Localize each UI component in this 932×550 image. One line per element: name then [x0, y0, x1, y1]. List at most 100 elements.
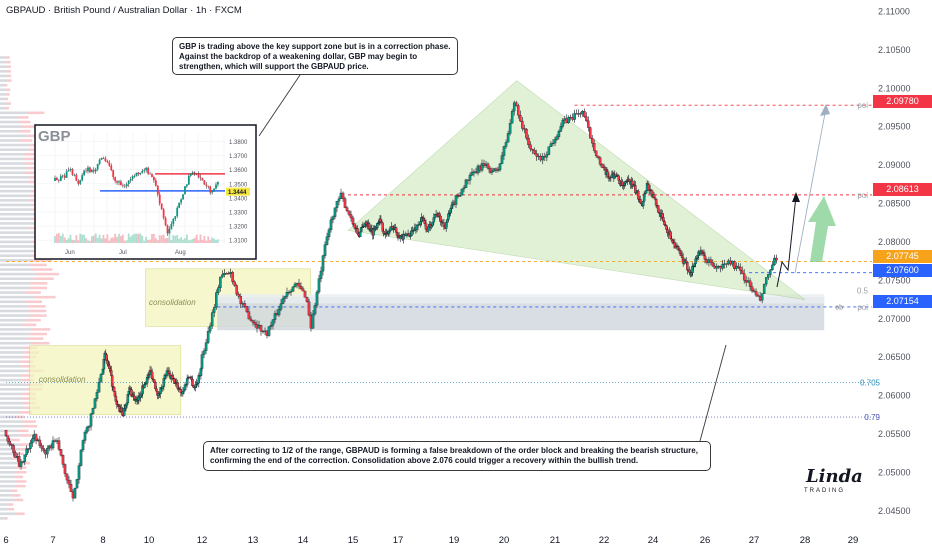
inset-y-tick: 1.3300 — [229, 210, 248, 216]
price-tag-poi-mid: 2.08613 — [873, 183, 932, 196]
volume-profile-bar — [0, 434, 20, 437]
volume-profile-bar — [0, 199, 30, 202]
bullish-arrow — [808, 196, 836, 262]
volume-profile-bar — [5, 56, 10, 59]
logo-sub: TRADING — [804, 488, 845, 494]
inset-candle-body — [162, 209, 165, 218]
volume-profile-bar — [29, 263, 47, 267]
volume-profile-bar — [14, 475, 24, 479]
volume-profile-bar — [28, 305, 46, 308]
candle-body — [423, 220, 427, 224]
volume-profile-bar — [0, 314, 29, 317]
volume-profile-bar — [21, 364, 36, 368]
y-tick-label: 2.06500 — [878, 352, 911, 362]
inset-candle-body — [182, 194, 184, 200]
level-label: poi — [857, 101, 868, 110]
volume-profile-bar — [0, 378, 22, 382]
inset-candle-body — [147, 167, 150, 174]
volume-profile-bar — [0, 245, 33, 248]
consolidation-label: consolidation — [39, 375, 86, 384]
inset-candle-body — [54, 177, 56, 181]
y-tick-label: 2.10500 — [878, 45, 911, 55]
volume-profile-bar — [0, 143, 30, 147]
inset-y-tick: 1.3100 — [229, 239, 248, 245]
inset-volume-bar — [83, 234, 85, 243]
inset-candle-body — [85, 170, 87, 172]
candle-body — [541, 156, 545, 161]
candle-body — [715, 266, 719, 269]
inset-candle-body — [193, 172, 196, 174]
volume-profile-bar — [33, 277, 54, 281]
candle-body — [247, 311, 251, 320]
inset-candle-body — [174, 216, 177, 219]
inset-candle-body — [106, 161, 109, 163]
volume-profile-bar — [0, 383, 27, 387]
candle-body — [543, 156, 547, 158]
inset-volume-bar — [131, 234, 134, 243]
inset-candle-body — [201, 178, 204, 181]
volume-profile-bar — [0, 83, 5, 87]
candle-body — [551, 142, 555, 145]
candle-body — [553, 139, 557, 144]
candle-body — [8, 441, 12, 445]
volume-profile-bar — [6, 65, 11, 69]
x-tick-label: 19 — [449, 535, 460, 546]
volume-profile-bar — [0, 79, 8, 82]
volume-profile-bar — [0, 295, 35, 299]
inset-volume-bar — [201, 239, 204, 243]
x-tick-label: 20 — [499, 535, 510, 546]
volume-profile-bar — [16, 480, 27, 483]
candle-body — [549, 143, 553, 147]
inset-volume-bar — [156, 240, 159, 243]
candle-body — [498, 163, 502, 171]
volume-profile-bar — [5, 97, 9, 101]
candle-body — [547, 146, 551, 155]
candle-body — [529, 144, 532, 150]
volume-profile-bar — [29, 282, 48, 285]
y-tick-label: 2.08500 — [878, 199, 911, 209]
candle-body — [335, 200, 339, 208]
candle-body — [81, 440, 85, 451]
volume-profile-bar — [4, 83, 8, 87]
inset-candle-body — [65, 171, 68, 178]
volume-profile-bar — [0, 351, 25, 354]
inset-candle-body — [114, 177, 117, 182]
inset-volume-bar — [162, 234, 165, 243]
inset-volume-bar — [180, 237, 182, 243]
volume-profile-bar — [0, 60, 7, 64]
volume-profile-bar — [31, 328, 51, 331]
candle-body — [468, 174, 472, 181]
volume-profile-bar — [0, 212, 36, 216]
candle-body — [742, 273, 746, 281]
candle-body — [382, 231, 385, 234]
x-tick-label: 29 — [848, 535, 859, 546]
volume-profile-bar — [0, 411, 20, 414]
candle-body — [589, 127, 592, 139]
volume-profile-bar — [0, 489, 11, 493]
inset-candle-body — [110, 165, 113, 171]
volume-profile-bar — [0, 452, 15, 456]
volume-profile-bar — [0, 249, 33, 253]
candle-body — [709, 259, 713, 263]
volume-profile-bar — [0, 125, 23, 128]
volume-profile-bar — [0, 217, 31, 221]
fib-axis-label: 0.79 — [864, 413, 880, 422]
candle-body — [241, 303, 245, 305]
volume-profile-bar — [6, 74, 12, 78]
volume-profile-bar — [0, 498, 15, 502]
volume-profile-bar — [12, 438, 20, 442]
volume-profile-bar — [0, 222, 37, 225]
volume-profile-bar — [0, 102, 7, 105]
x-tick-label: 17 — [393, 535, 404, 546]
candle-body — [431, 221, 434, 226]
volume-profile-bar — [0, 360, 21, 363]
candle-body — [769, 269, 772, 275]
volume-profile-bar — [24, 171, 40, 175]
candle-body — [235, 285, 238, 295]
candle-body — [504, 142, 508, 147]
inset-candle-body — [112, 170, 115, 178]
candle-body — [596, 155, 600, 158]
candle-body — [229, 272, 232, 274]
candle-body — [686, 262, 689, 271]
